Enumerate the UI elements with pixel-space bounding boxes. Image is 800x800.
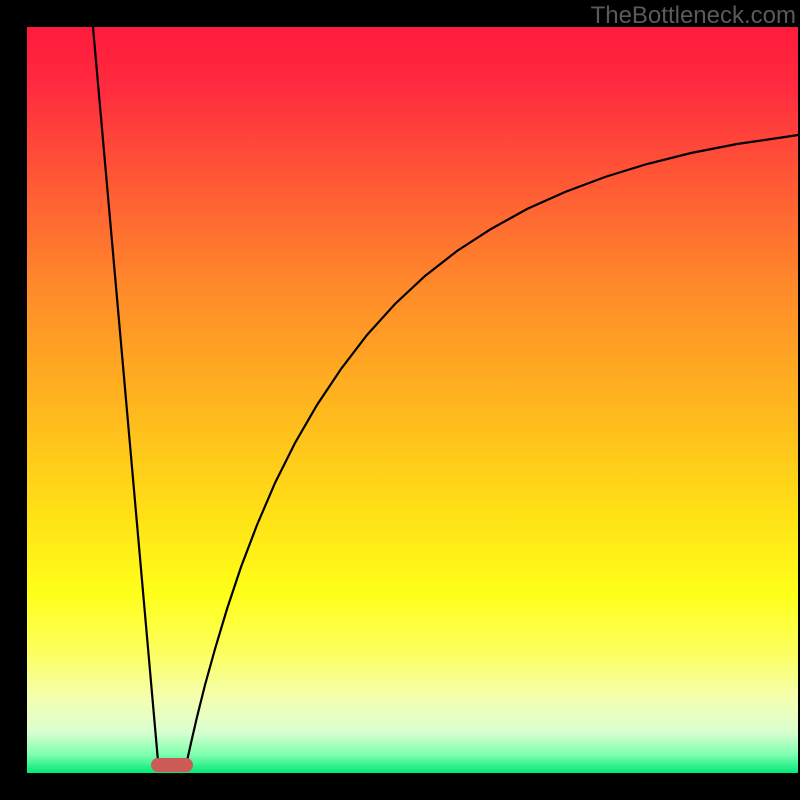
curve-overlay xyxy=(27,27,798,773)
bottleneck-marker xyxy=(151,758,193,772)
plot-area xyxy=(27,27,798,773)
left-descending-line xyxy=(93,27,158,761)
chart-container: TheBottleneck.com xyxy=(0,0,800,800)
right-rising-curve xyxy=(187,135,798,761)
watermark-text: TheBottleneck.com xyxy=(591,2,796,30)
